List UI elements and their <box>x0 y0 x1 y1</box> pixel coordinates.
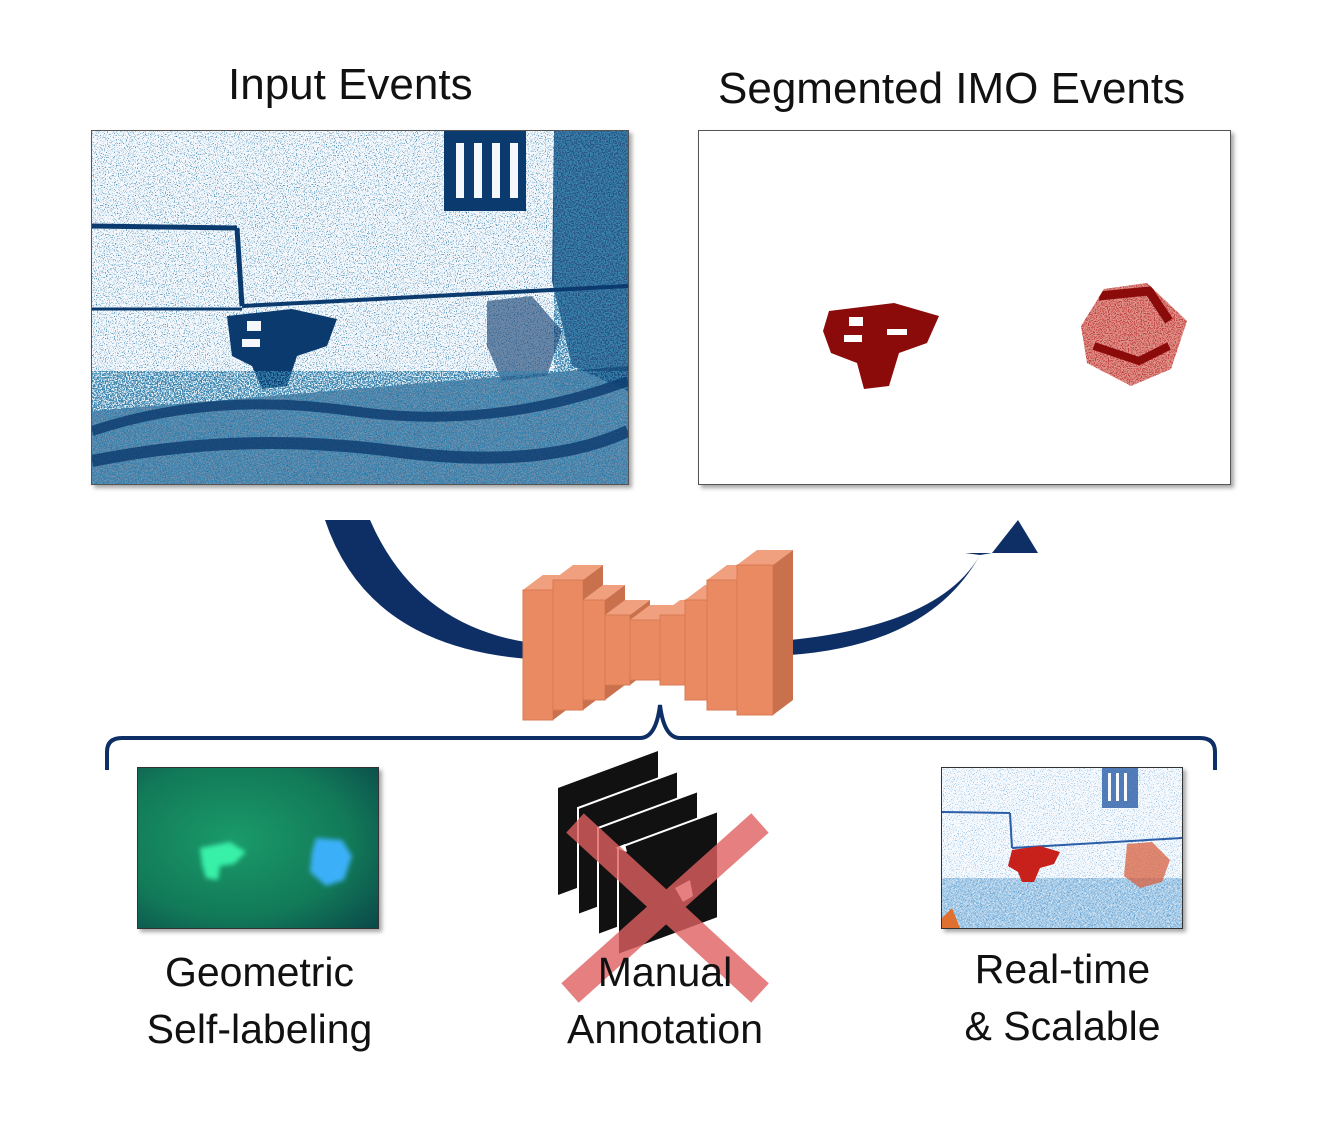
curly-brace-icon <box>105 704 1217 770</box>
manual-caption: Manual Annotation <box>520 944 810 1058</box>
geometric-caption-line-2: Self-labeling <box>146 1006 373 1052</box>
realtime-object-2 <box>1124 842 1170 888</box>
input-events-image <box>91 130 629 485</box>
segmented-imo-title: Segmented IMO Events <box>718 64 1186 113</box>
encoder-decoder-network-icon <box>522 550 793 721</box>
cross-out-icon <box>561 813 769 1003</box>
manual-caption-line-1: Manual <box>597 949 733 995</box>
realtime-caption-line-1: Real-time <box>974 946 1151 992</box>
input-arrow <box>325 520 550 660</box>
realtime-caption: Real-time & Scalable <box>920 941 1205 1055</box>
geometric-caption-line-1: Geometric <box>164 949 355 995</box>
realtime-scalable-image <box>941 767 1183 929</box>
segmented-imo-image <box>698 130 1231 485</box>
input-events-scene <box>92 131 628 484</box>
input-events-title: Input Events <box>228 60 473 109</box>
geometric-self-labeling-image <box>137 767 379 929</box>
segmented-objects <box>699 131 1230 484</box>
geometric-caption: Geometric Self-labeling <box>117 944 402 1058</box>
manual-annotation-stack <box>558 751 769 1003</box>
output-arrow <box>790 520 1038 655</box>
pseudo-label-object-1 <box>200 842 246 880</box>
realtime-caption-line-2: & Scalable <box>964 1003 1161 1049</box>
pseudo-label-object-2 <box>310 838 352 886</box>
realtime-object-1 <box>1008 846 1060 882</box>
manual-caption-line-2: Annotation <box>566 1006 764 1052</box>
flow-arrows <box>325 520 1038 660</box>
